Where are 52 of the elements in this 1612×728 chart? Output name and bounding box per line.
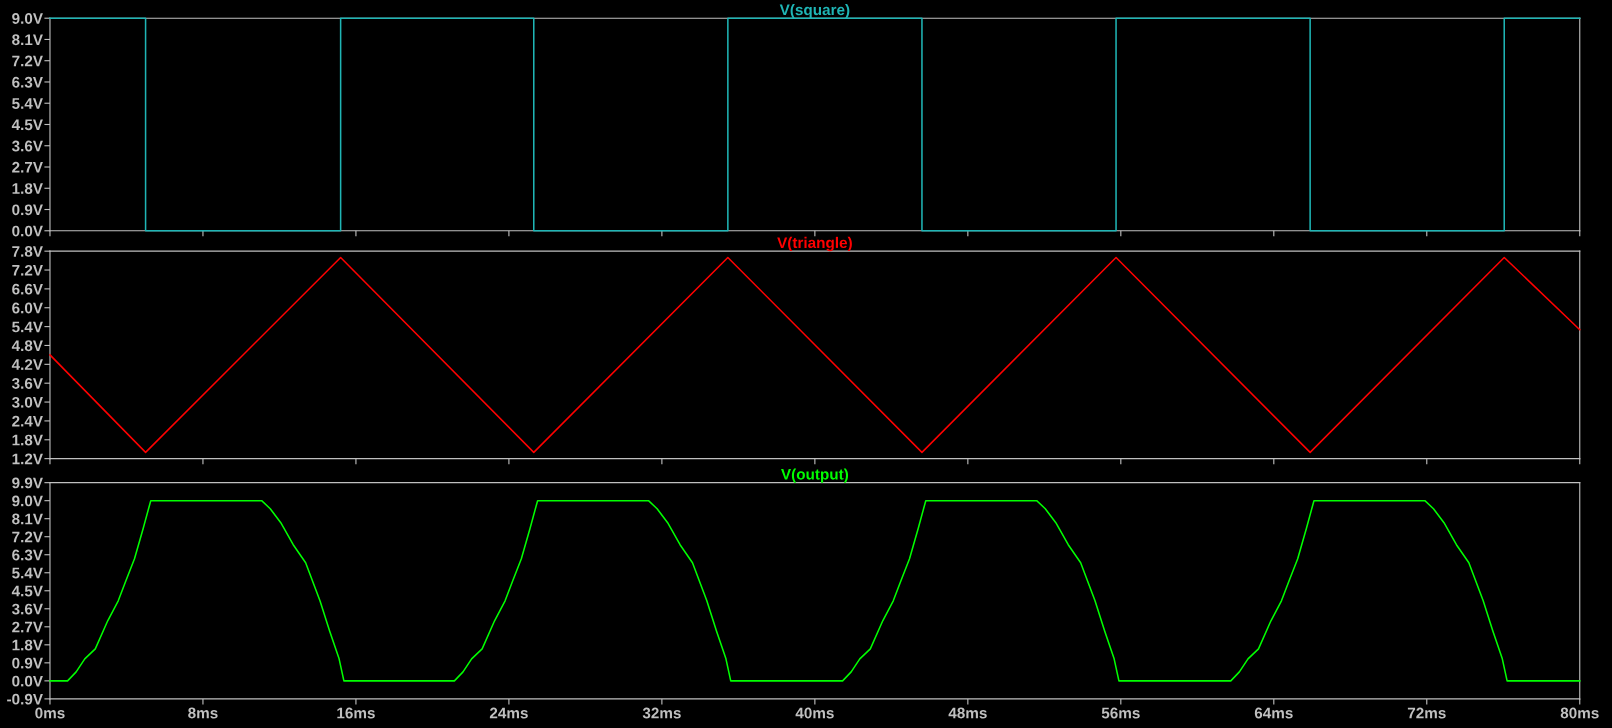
x-tick-label: 16ms — [337, 707, 375, 719]
y-tick-label: 1.2V — [12, 453, 43, 465]
y-tick-label: 5.4V — [12, 98, 43, 109]
y-tick-label: 4.5V — [11, 585, 43, 597]
y-tick-label: 6.0V — [12, 302, 43, 314]
y-tick-label: -0.9V — [7, 693, 43, 705]
y-tick-label: 9.0V — [12, 13, 43, 24]
y-tick-label: 2.7V — [12, 161, 43, 173]
y-tick-label: 6.6V — [12, 283, 43, 295]
x-tick-label: 72ms — [1407, 707, 1446, 719]
x-tick-label: 8ms — [188, 707, 218, 719]
line-series — [49, 499, 1581, 682]
y-tick-label: 6.3V — [12, 76, 43, 88]
y-tick-label: 0.9V — [12, 657, 43, 669]
x-tick-label: 32ms — [642, 707, 681, 719]
x-tick-label: 0ms — [35, 707, 65, 719]
x-tick-label: 80ms — [1560, 707, 1599, 719]
y-tick-label: 9.9V — [12, 477, 43, 489]
y-tick-label: 1.8V — [12, 183, 43, 194]
y-tick-label: 3.6V — [11, 603, 43, 615]
chart-title: V(square) — [779, 3, 850, 19]
y-tick-label: 3.0V — [11, 396, 43, 408]
y-tick-label: 7.2V — [12, 531, 43, 543]
y-tick-label: 1.8V — [12, 639, 43, 651]
y-tick-label: 8.1V — [12, 34, 43, 46]
y-tick-label: 4.8V — [11, 340, 43, 352]
y-tick-label: 2.4V — [12, 415, 43, 427]
y-tick-label: 4.2V — [11, 359, 43, 370]
y-tick-label: 8.1V — [12, 513, 43, 525]
y-tick-label: 3.6V — [11, 378, 43, 389]
y-tick-label: 7.2V — [12, 55, 43, 67]
y-tick-label: 7.8V — [12, 246, 43, 257]
y-tick-label: 9.0V — [12, 495, 43, 507]
y-tick-label: 7.2V — [12, 264, 43, 276]
x-tick-label: 56ms — [1101, 707, 1140, 719]
y-tick-label: 4.5V — [11, 119, 43, 131]
chart-title: V(output) — [781, 468, 849, 483]
y-tick-label: 5.4V — [12, 567, 43, 579]
x-tick-label: 64ms — [1254, 707, 1293, 719]
x-tick-label: 24ms — [489, 707, 528, 719]
y-tick-label: 0.0V — [12, 225, 43, 237]
y-tick-label: 1.8V — [12, 434, 43, 446]
x-tick-label: 40ms — [795, 707, 834, 719]
y-tick-label: 3.6V — [11, 140, 43, 152]
y-tick-label: 6.3V — [12, 549, 43, 561]
y-tick-label: 0.0V — [12, 675, 43, 687]
y-tick-label: 5.4V — [12, 321, 43, 333]
chart-title: V(triangle) — [777, 236, 852, 252]
x-tick-label: 48ms — [948, 707, 987, 719]
y-tick-label: 0.9V — [12, 204, 43, 216]
y-tick-label: 2.7V — [12, 621, 43, 633]
line-series — [49, 256, 1581, 454]
